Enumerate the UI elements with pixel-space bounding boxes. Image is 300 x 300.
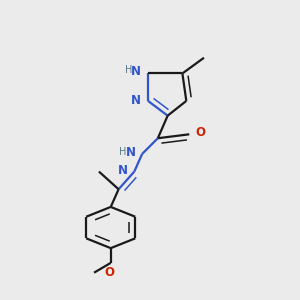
Text: O: O [104, 266, 114, 279]
Text: H: H [118, 147, 126, 157]
Text: H: H [125, 65, 133, 76]
Text: N: N [126, 146, 136, 159]
Text: N: N [131, 65, 141, 79]
Text: O: O [196, 126, 206, 139]
Text: N: N [118, 164, 128, 177]
Text: N: N [131, 94, 141, 107]
